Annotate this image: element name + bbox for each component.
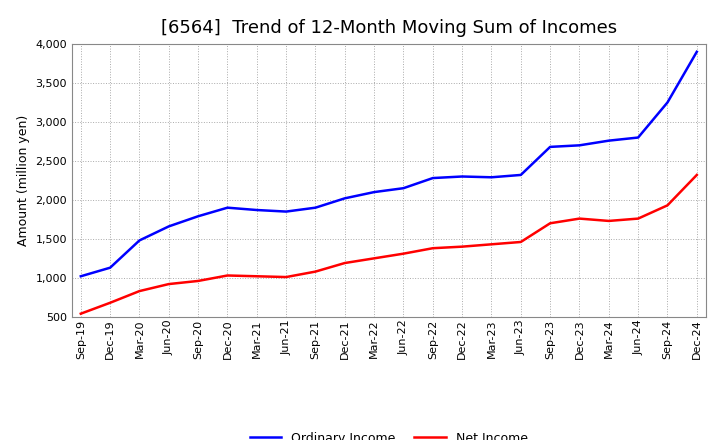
Ordinary Income <box>575 143 584 148</box>
Ordinary Income <box>76 274 85 279</box>
Net Income <box>693 172 701 178</box>
Ordinary Income <box>487 175 496 180</box>
Line: Net Income: Net Income <box>81 175 697 314</box>
Net Income <box>487 242 496 247</box>
Ordinary Income <box>546 144 554 150</box>
Ordinary Income <box>370 190 379 195</box>
Net Income <box>575 216 584 221</box>
Net Income <box>516 239 525 245</box>
Ordinary Income <box>253 207 261 213</box>
Net Income <box>399 251 408 257</box>
Title: [6564]  Trend of 12-Month Moving Sum of Incomes: [6564] Trend of 12-Month Moving Sum of I… <box>161 19 617 37</box>
Net Income <box>634 216 642 221</box>
Net Income <box>605 218 613 224</box>
Ordinary Income <box>693 49 701 55</box>
Net Income <box>311 269 320 274</box>
Ordinary Income <box>663 100 672 105</box>
Ordinary Income <box>135 238 144 243</box>
Ordinary Income <box>106 265 114 270</box>
Net Income <box>370 256 379 261</box>
Ordinary Income <box>605 138 613 143</box>
Ordinary Income <box>428 176 437 181</box>
Net Income <box>253 274 261 279</box>
Net Income <box>546 220 554 226</box>
Ordinary Income <box>223 205 232 210</box>
Net Income <box>428 246 437 251</box>
Net Income <box>663 203 672 208</box>
Net Income <box>106 300 114 305</box>
Ordinary Income <box>516 172 525 178</box>
Net Income <box>76 311 85 316</box>
Ordinary Income <box>341 196 349 201</box>
Net Income <box>223 273 232 278</box>
Ordinary Income <box>282 209 290 214</box>
Net Income <box>458 244 467 249</box>
Y-axis label: Amount (million yen): Amount (million yen) <box>17 115 30 246</box>
Ordinary Income <box>458 174 467 179</box>
Line: Ordinary Income: Ordinary Income <box>81 52 697 276</box>
Net Income <box>164 282 173 287</box>
Ordinary Income <box>311 205 320 210</box>
Net Income <box>282 275 290 280</box>
Legend: Ordinary Income, Net Income: Ordinary Income, Net Income <box>245 427 533 440</box>
Net Income <box>194 279 202 284</box>
Net Income <box>135 289 144 294</box>
Ordinary Income <box>634 135 642 140</box>
Ordinary Income <box>164 224 173 229</box>
Ordinary Income <box>399 186 408 191</box>
Net Income <box>341 260 349 266</box>
Ordinary Income <box>194 213 202 219</box>
